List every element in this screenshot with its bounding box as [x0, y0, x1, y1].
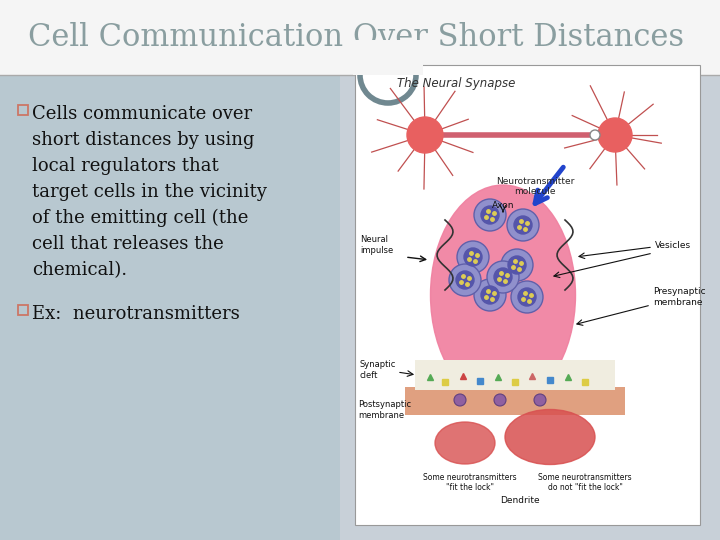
Text: Ex:  neurotransmitters: Ex: neurotransmitters [32, 305, 240, 323]
FancyBboxPatch shape [353, 40, 423, 75]
Circle shape [464, 248, 482, 266]
Text: Synaptic
cleft: Synaptic cleft [360, 360, 397, 380]
Circle shape [508, 256, 526, 274]
Circle shape [590, 130, 600, 140]
Text: chemical).: chemical). [32, 261, 127, 279]
Text: Vesicles: Vesicles [655, 240, 691, 249]
Text: Postsynaptic
membrane: Postsynaptic membrane [358, 400, 411, 420]
Circle shape [534, 394, 546, 406]
FancyBboxPatch shape [405, 387, 625, 415]
Text: Presynaptic
membrane: Presynaptic membrane [653, 287, 706, 307]
Text: Neural
impulse: Neural impulse [360, 235, 393, 255]
Ellipse shape [431, 185, 575, 405]
FancyBboxPatch shape [355, 65, 700, 525]
Text: target cells in the vicinity: target cells in the vicinity [32, 183, 267, 201]
FancyBboxPatch shape [0, 0, 720, 75]
Ellipse shape [435, 422, 495, 464]
Circle shape [598, 118, 632, 152]
Circle shape [449, 264, 481, 296]
Circle shape [474, 199, 506, 231]
Circle shape [454, 394, 466, 406]
FancyBboxPatch shape [340, 75, 720, 540]
Text: Dendrite: Dendrite [500, 496, 540, 505]
Circle shape [514, 216, 532, 234]
Circle shape [518, 288, 536, 306]
Text: Neurotransmitter
molecule: Neurotransmitter molecule [496, 177, 574, 197]
Text: Cells communicate over: Cells communicate over [32, 105, 252, 123]
Circle shape [487, 261, 519, 293]
Circle shape [507, 209, 539, 241]
Circle shape [501, 249, 533, 281]
Text: The Neural Synapse: The Neural Synapse [397, 77, 516, 90]
Circle shape [456, 271, 474, 289]
Circle shape [494, 394, 506, 406]
Circle shape [481, 206, 499, 224]
Circle shape [407, 117, 443, 153]
FancyBboxPatch shape [415, 360, 615, 390]
Circle shape [474, 279, 506, 311]
Text: Axon: Axon [492, 200, 514, 210]
Circle shape [494, 268, 512, 286]
Text: of the emitting cell (the: of the emitting cell (the [32, 209, 248, 227]
Text: cell that releases the: cell that releases the [32, 235, 224, 253]
Text: short distances by using: short distances by using [32, 131, 254, 149]
Text: Some neurotransmitters
"fit the lock": Some neurotransmitters "fit the lock" [423, 473, 517, 492]
Circle shape [481, 286, 499, 304]
Circle shape [511, 281, 543, 313]
FancyBboxPatch shape [0, 75, 340, 540]
Text: Some neurotransmitters
do not "fit the lock": Some neurotransmitters do not "fit the l… [538, 473, 632, 492]
Circle shape [457, 241, 489, 273]
Text: local regulators that: local regulators that [32, 157, 219, 175]
Text: Cell Communication Over Short Distances: Cell Communication Over Short Distances [28, 22, 684, 53]
Ellipse shape [505, 409, 595, 464]
